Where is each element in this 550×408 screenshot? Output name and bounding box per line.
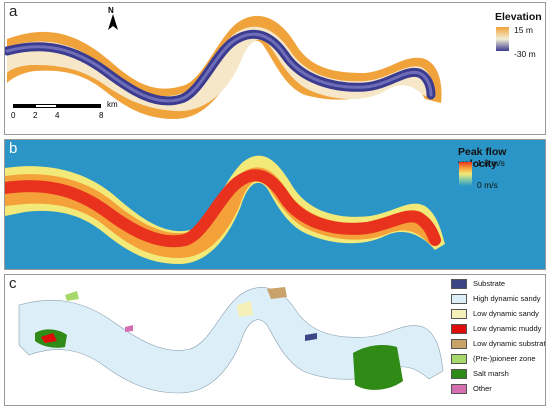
legend-item-other: Other xyxy=(451,381,545,396)
ecotope-low-dynamic-substrate xyxy=(267,287,287,299)
elevation-legend-title: Elevation xyxy=(495,11,542,23)
velocity-mid-zone xyxy=(5,167,437,258)
ecotope-substrate xyxy=(305,333,317,341)
velocity-colorbar xyxy=(459,162,472,186)
scale-tick-0: 0 xyxy=(11,111,16,120)
velocity-peak-channel xyxy=(5,169,441,248)
legend-item-low-dynamic-muddy: Low dynamic muddy xyxy=(451,321,545,336)
scale-tick-2: 2 xyxy=(33,111,38,120)
scale-unit: km xyxy=(107,100,118,109)
elevation-max-label: 15 m xyxy=(514,25,533,35)
legend-swatch xyxy=(451,278,467,289)
legend-item-pioneer-zone: (Pre-)pioneer zone xyxy=(451,351,545,366)
legend-label: Low dynamic sandy xyxy=(473,309,539,318)
elevation-colorbar xyxy=(496,27,509,51)
north-arrow-icon xyxy=(108,14,118,30)
legend-label: (Pre-)pioneer zone xyxy=(473,354,536,363)
estuary-intertidal xyxy=(7,26,435,112)
panel-label-a: a xyxy=(9,3,18,20)
north-arrow: N xyxy=(106,6,120,34)
velocity-min-label: 0 m/s xyxy=(477,180,498,190)
legend-item-high-dynamic-sandy: High dynamic sandy xyxy=(451,291,545,306)
north-label: N xyxy=(108,6,114,15)
legend-swatch xyxy=(451,368,467,379)
legend-label: Substrate xyxy=(473,279,506,288)
ecotope-map-panel: c Substrate High dynamic sandy Low dynam… xyxy=(4,274,546,406)
legend-item-low-dynamic-sandy: Low dynamic sandy xyxy=(451,306,545,321)
legend-label: Other xyxy=(473,384,492,393)
legend-swatch xyxy=(451,308,467,319)
ecotope-pioneer-zone xyxy=(65,291,79,301)
velocity-map-panel: b Peak flow velocity 1.8 m/s 0 m/s xyxy=(4,139,546,270)
legend-item-salt-marsh: Salt marsh xyxy=(451,366,545,381)
panel-label-b: b xyxy=(9,140,18,157)
legend-label: High dynamic sandy xyxy=(473,294,541,303)
ecotope-other xyxy=(125,325,133,332)
ecotope-map xyxy=(18,287,444,394)
ecotope-salt-marsh xyxy=(353,345,403,390)
ecotope-high-dynamic-sandy xyxy=(18,287,444,394)
legend-item-low-dynamic-substrate: Low dynamic substrate xyxy=(451,336,545,351)
legend-label: Low dynamic substrate xyxy=(473,339,546,348)
legend-swatch xyxy=(451,383,467,394)
ecotope-low-dynamic-muddy xyxy=(41,333,57,343)
elevation-min-label: -30 m xyxy=(514,49,536,59)
velocity-map xyxy=(5,155,445,264)
ecotope-legend: Substrate High dynamic sandy Low dynamic… xyxy=(451,276,545,396)
legend-swatch xyxy=(451,293,467,304)
legend-swatch xyxy=(451,353,467,364)
ecotope-low-dynamic-sandy xyxy=(237,301,253,317)
elevation-map-panel: a N 0 2 4 8 km Elevation 15 m xyxy=(4,2,546,135)
scale-bar: 0 2 4 8 km xyxy=(11,100,123,128)
elevation-map xyxy=(5,15,442,119)
scale-tick-8: 8 xyxy=(99,111,104,120)
legend-item-substrate: Substrate xyxy=(451,276,545,291)
legend-swatch xyxy=(451,323,467,334)
panel-label-c: c xyxy=(9,275,17,292)
scale-tick-4: 4 xyxy=(55,111,60,120)
legend-label: Salt marsh xyxy=(473,369,509,378)
legend-swatch xyxy=(451,338,467,349)
velocity-max-label: 1.8 m/s xyxy=(477,158,505,168)
legend-label: Low dynamic muddy xyxy=(473,324,542,333)
